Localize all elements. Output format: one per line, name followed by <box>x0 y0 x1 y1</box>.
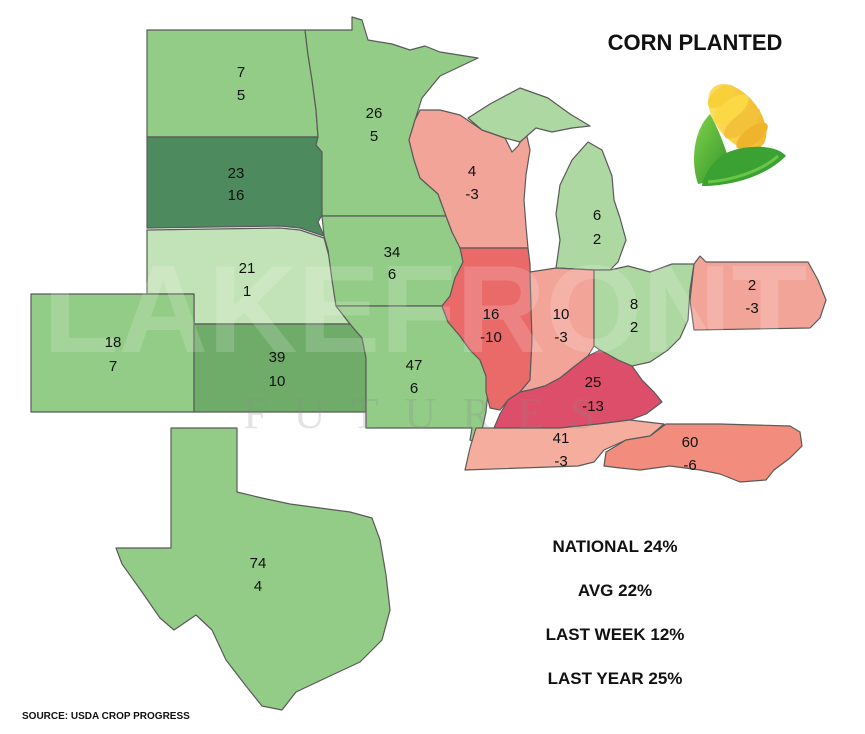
label-wisconsin: 4-3 <box>465 163 478 203</box>
label-minnesota: 265 <box>366 105 383 145</box>
value-current: 18 <box>105 334 122 351</box>
label-kentucky: 25-13 <box>582 374 604 415</box>
label-texas: 744 <box>250 555 267 595</box>
value-change: -3 <box>554 329 567 346</box>
state-pennsylvania <box>689 255 827 331</box>
stat-last-week: LAST WEEK 12% <box>545 625 685 644</box>
value-change: -3 <box>465 186 478 203</box>
value-change: 2 <box>593 231 601 248</box>
label-indiana: 10-3 <box>553 306 570 346</box>
value-current: 34 <box>384 244 401 261</box>
value-current: 2 <box>748 277 756 294</box>
value-change: -6 <box>683 457 696 474</box>
source-note: SOURCE: USDA CROP PROGRESS <box>22 711 190 722</box>
stat-last-year: LAST YEAR 25% <box>547 669 683 688</box>
value-change: 7 <box>109 358 117 375</box>
value-change: -3 <box>745 300 758 317</box>
value-change: 5 <box>237 87 245 104</box>
value-current: 25 <box>585 374 602 391</box>
value-change: 2 <box>630 319 638 336</box>
value-change: -13 <box>582 398 604 415</box>
value-change: 1 <box>243 283 251 300</box>
value-change: 4 <box>254 578 262 595</box>
state-michigan <box>555 141 627 271</box>
value-current: 60 <box>682 434 699 451</box>
label-missouri: 476 <box>406 357 423 397</box>
value-change: 5 <box>370 128 378 145</box>
state-texas <box>115 427 391 711</box>
value-current: 47 <box>406 357 423 374</box>
value-change: 6 <box>388 266 396 283</box>
corn-icon <box>694 84 786 186</box>
value-current: 74 <box>250 555 267 572</box>
label-nebraska: 211 <box>239 260 256 300</box>
value-current: 21 <box>239 260 256 277</box>
label-north-dakota: 75 <box>237 64 245 104</box>
value-current: 26 <box>366 105 383 122</box>
value-current: 16 <box>483 306 500 323</box>
label-michigan: 62 <box>593 207 601 248</box>
label-tennessee: 41-3 <box>553 430 570 470</box>
state-north-carolina <box>603 423 803 483</box>
value-change: -3 <box>554 453 567 470</box>
value-current: 41 <box>553 430 570 447</box>
value-current: 6 <box>593 207 601 224</box>
label-ohio: 82 <box>630 296 638 336</box>
page-title: CORN PLANTED <box>607 30 783 55</box>
watermark-sub: FUTURES <box>243 389 621 438</box>
state-north-dakota <box>146 29 319 138</box>
value-current: 7 <box>237 64 245 81</box>
value-change: 16 <box>228 187 245 204</box>
value-current: 10 <box>553 306 570 323</box>
value-current: 23 <box>228 165 245 182</box>
value-current: 8 <box>630 296 638 313</box>
state-kentucky <box>493 349 663 429</box>
stats-panel: NATIONAL 24% AVG 22% LAST WEEK 12% LAST … <box>495 536 735 712</box>
watermark-main: LAKEFRONT <box>43 241 808 379</box>
value-current: 39 <box>269 349 286 366</box>
value-change: 6 <box>410 380 418 397</box>
label-north-carolina: 60-6 <box>682 434 699 474</box>
stat-national: NATIONAL 24% <box>552 537 678 556</box>
label-pennsylvania: 2-3 <box>745 277 758 317</box>
label-iowa: 346 <box>384 244 401 283</box>
label-illinois: 16-10 <box>480 306 502 346</box>
value-change: 10 <box>269 373 286 390</box>
label-colorado: 187 <box>105 334 122 375</box>
stat-average: AVG 22% <box>577 581 653 600</box>
value-current: 4 <box>468 163 476 180</box>
state-michigan-upper <box>467 87 591 143</box>
value-change: -10 <box>480 329 502 346</box>
